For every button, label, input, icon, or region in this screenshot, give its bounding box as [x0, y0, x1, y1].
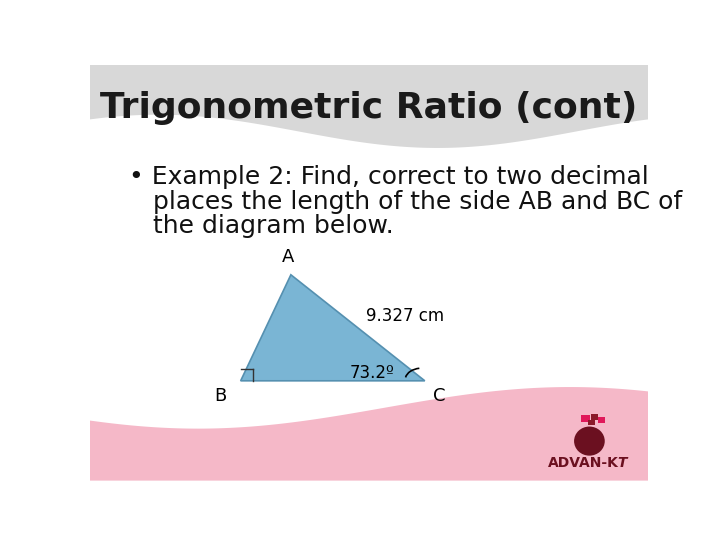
Polygon shape [240, 275, 425, 381]
Text: 9.327 cm: 9.327 cm [366, 307, 444, 326]
Text: C: C [433, 387, 446, 405]
Bar [598, 417, 605, 423]
Text: T: T [617, 456, 626, 470]
Bar [581, 415, 590, 422]
Text: the diagram below.: the diagram below. [129, 214, 394, 239]
Polygon shape [90, 65, 648, 148]
Text: 73.2º: 73.2º [349, 364, 394, 382]
Text: • Example 2: Find, correct to two decimal: • Example 2: Find, correct to two decima… [129, 165, 649, 188]
Ellipse shape [574, 427, 605, 456]
Polygon shape [90, 387, 648, 481]
Bar [588, 420, 595, 426]
Text: places the length of the side AB and BC of: places the length of the side AB and BC … [129, 190, 683, 213]
Bar [590, 414, 598, 420]
Text: ADVAN-K: ADVAN-K [549, 456, 619, 470]
Text: Trigonometric Ratio (cont): Trigonometric Ratio (cont) [100, 91, 638, 125]
Text: B: B [215, 387, 227, 405]
Text: A: A [282, 248, 294, 266]
